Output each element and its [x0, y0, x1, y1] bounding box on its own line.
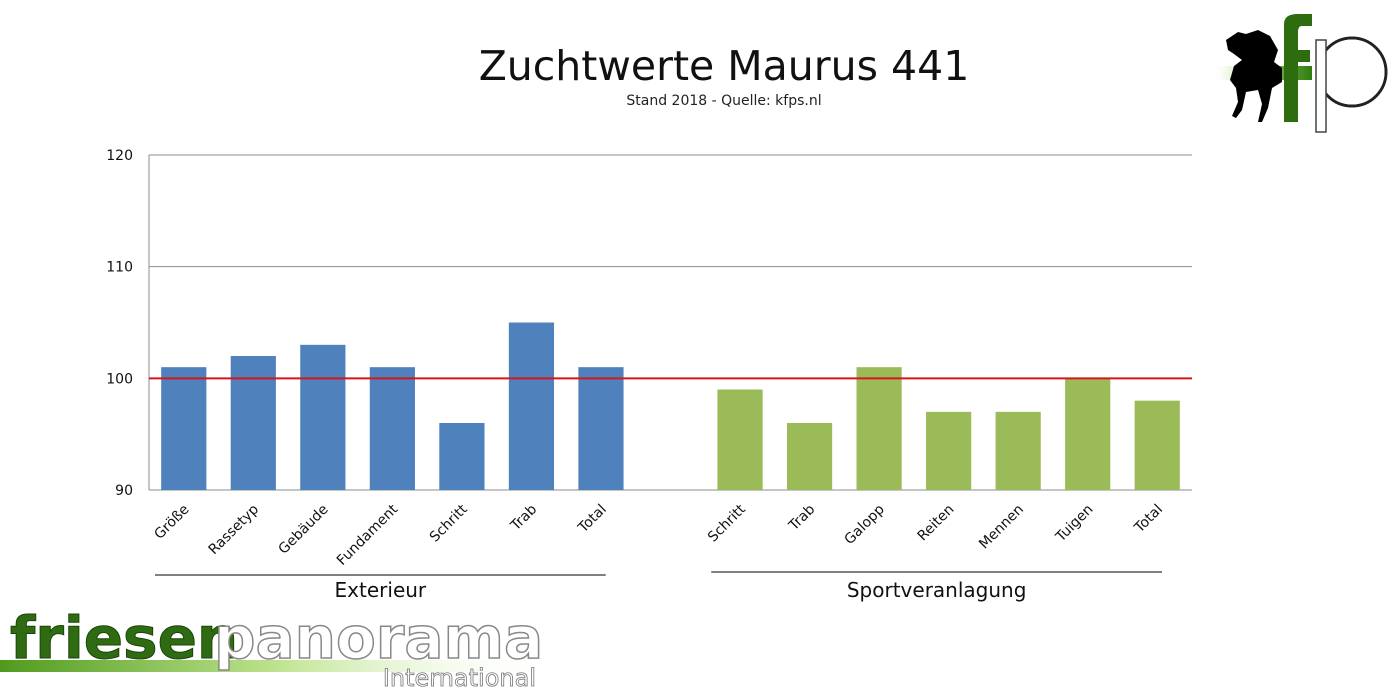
x-tick-label: Schritt: [427, 501, 471, 545]
x-tick-label: Trab: [507, 501, 540, 534]
x-tick-label: Total: [575, 502, 610, 537]
x-tick-label: Gebäude: [276, 502, 332, 558]
group-label-exterieur: Exterieur: [335, 578, 427, 602]
bar-exterieur-6: [508, 322, 555, 490]
y-tick-label: 100: [106, 371, 133, 387]
fp-green-bar: [0, 660, 560, 672]
chart-subtitle: Stand 2018 - Quelle: kfps.nl: [626, 93, 822, 109]
y-tick-label: 90: [115, 483, 133, 499]
horse-icon: [1226, 30, 1282, 122]
x-tick-label: Total: [1131, 502, 1166, 537]
bar-sportveranlagung-2: [786, 423, 833, 490]
chart-title: Zuchtwerte Maurus 441: [478, 42, 970, 90]
bar-sportveranlagung-5: [995, 411, 1041, 490]
kfp-logo: [1212, 14, 1388, 133]
kfp-letter-p-shine: [1319, 39, 1385, 105]
bar-sportveranlagung-6: [1065, 378, 1111, 490]
x-tick-label: Größe: [151, 502, 192, 543]
x-tick-label: Fundament: [334, 501, 402, 569]
kfp-letter-p-stem: [1315, 39, 1327, 133]
bar-sportveranlagung-4: [926, 411, 972, 490]
x-tick-label: Schritt: [705, 501, 749, 545]
bar-exterieur-2: [230, 356, 276, 490]
friesenpanorama-logo: friesen panorama International: [0, 603, 560, 692]
x-tick-label: Rassetyp: [206, 501, 263, 558]
logo-word-international: International: [383, 664, 536, 692]
group-label-sportveranlagung: Sportveranlagung: [847, 578, 1027, 602]
y-tick-label: 110: [106, 260, 133, 276]
x-tick-label: Tuigen: [1052, 502, 1096, 546]
bar-exterieur-5: [439, 423, 485, 490]
kfp-letter-p-bowl: [1316, 36, 1388, 108]
x-tick-label: Reiten: [915, 502, 958, 545]
logo-word-panorama: panorama: [214, 604, 543, 672]
bar-exterieur-1: [161, 367, 207, 490]
bar-sportveranlagung-1: [717, 389, 763, 490]
bar-exterieur-3: [300, 344, 346, 490]
y-tick-label: 120: [106, 148, 133, 164]
bar-sportveranlagung-3: [856, 367, 902, 490]
bar-exterieur-7: [578, 367, 624, 490]
x-tick-label: Galopp: [842, 501, 889, 548]
bar-exterieur-4: [369, 367, 415, 490]
x-tick-label: Trab: [785, 501, 818, 534]
logo-word-friesen: friesen: [10, 604, 238, 672]
kfp-letter-f: [1284, 14, 1312, 122]
bar-sportveranlagung-7: [1134, 400, 1180, 490]
x-tick-label: Mennen: [976, 502, 1027, 553]
